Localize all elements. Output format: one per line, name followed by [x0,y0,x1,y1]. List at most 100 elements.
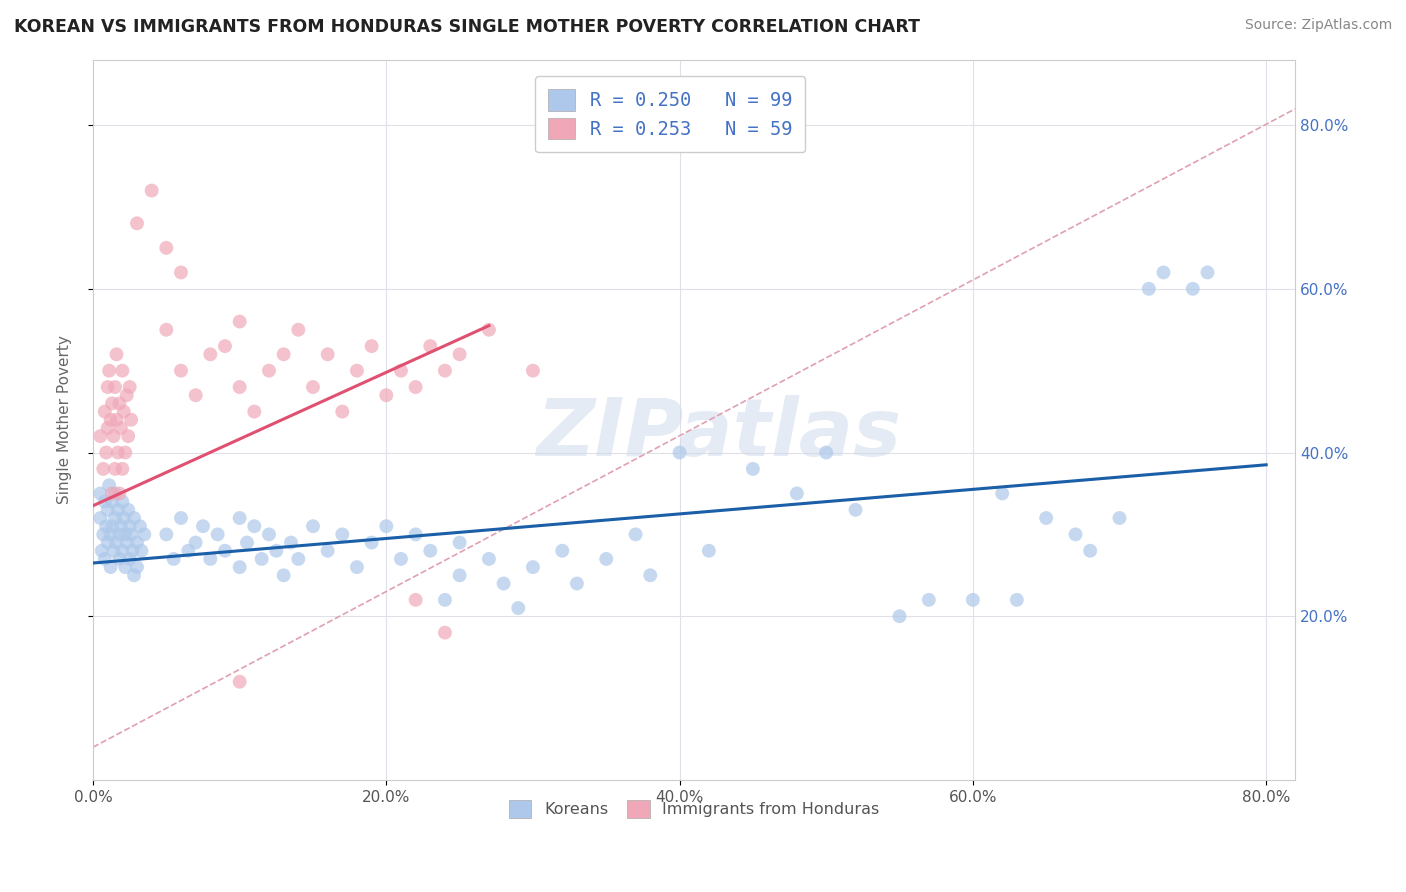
Point [565,576,588,591]
Point [962,592,984,607]
Point [111,364,134,378]
Point [91,462,114,476]
Point [375,519,398,533]
Point [595,552,617,566]
Point [214,339,236,353]
Point [98,478,121,492]
Point [125,216,148,230]
Point [105,347,128,361]
Y-axis label: Single Mother Poverty: Single Mother Poverty [58,335,72,504]
Point [134,527,156,541]
Point [100,560,122,574]
Point [103,543,125,558]
Point [346,364,368,378]
Point [97,421,120,435]
Point [449,568,471,582]
Point [111,543,134,558]
Point [815,445,838,459]
Point [257,364,280,378]
Point [214,543,236,558]
Point [302,380,325,394]
Point [125,535,148,549]
Point [114,560,136,574]
Point [170,511,193,525]
Point [107,445,129,459]
Point [668,445,690,459]
Point [114,445,136,459]
Point [104,486,127,500]
Point [228,511,250,525]
Point [280,535,302,549]
Point [93,404,115,418]
Point [1197,265,1219,279]
Point [449,535,471,549]
Point [98,364,121,378]
Point [112,511,135,525]
Point [228,560,250,574]
Point [207,527,229,541]
Point [118,552,141,566]
Point [108,527,131,541]
Point [108,486,131,500]
Point [287,323,309,337]
Point [697,543,720,558]
Point [346,560,368,574]
Point [449,347,471,361]
Point [228,674,250,689]
Point [918,592,941,607]
Point [405,380,427,394]
Point [122,568,145,582]
Point [96,445,118,459]
Point [104,511,127,525]
Point [360,339,382,353]
Point [101,486,124,500]
Point [1181,282,1204,296]
Point [93,552,115,566]
Point [1064,527,1087,541]
Point [155,527,177,541]
Point [522,560,544,574]
Point [184,388,207,402]
Point [419,339,441,353]
Point [131,543,153,558]
Point [117,503,139,517]
Point [433,364,456,378]
Point [741,462,763,476]
Point [228,314,250,328]
Point [105,413,128,427]
Point [120,527,142,541]
Point [118,519,141,533]
Point [302,519,325,533]
Text: ZIPatlas: ZIPatlas [536,395,901,473]
Point [105,535,128,549]
Point [389,552,412,566]
Point [118,380,141,394]
Point [108,396,131,410]
Point [97,503,120,517]
Point [508,601,530,615]
Point [330,527,353,541]
Point [163,552,186,566]
Point [624,527,647,541]
Point [101,494,124,508]
Point [1005,592,1028,607]
Point [121,543,143,558]
Point [107,503,129,517]
Point [122,511,145,525]
Point [110,519,132,533]
Point [191,519,214,533]
Point [125,560,148,574]
Point [141,184,163,198]
Point [287,552,309,566]
Point [200,347,222,361]
Point [273,347,295,361]
Point [478,323,501,337]
Point [117,429,139,443]
Point [91,527,114,541]
Text: Source: ZipAtlas.com: Source: ZipAtlas.com [1244,18,1392,32]
Point [104,380,127,394]
Point [316,543,339,558]
Point [200,552,222,566]
Point [101,396,124,410]
Point [844,503,866,517]
